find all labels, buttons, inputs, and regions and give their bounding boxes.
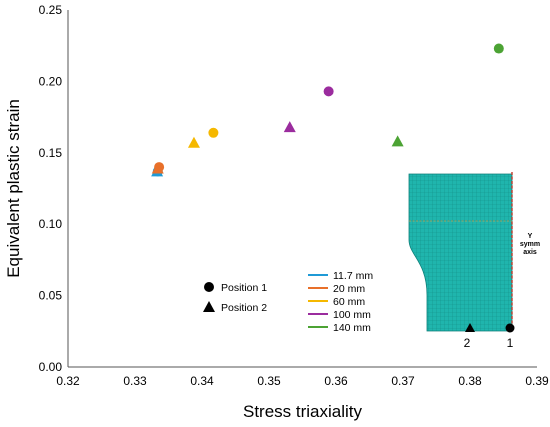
y-tick-label: 0.05 (39, 289, 63, 303)
point-position2-100-mm (283, 121, 296, 133)
x-tick-label: 0.35 (257, 374, 281, 388)
y-tick-label: 0.00 (39, 360, 63, 374)
position-2-label: 2 (464, 336, 471, 350)
point-position1-60-mm (208, 127, 219, 138)
legend-marker-label: Position 1 (221, 282, 267, 294)
x-tick-label: 0.37 (391, 374, 415, 388)
x-tick-label: 0.36 (324, 374, 348, 388)
y-axis-title: Equivalent plastic strain (4, 99, 23, 278)
legend-triangle-marker (203, 301, 215, 312)
x-tick-label: 0.34 (190, 374, 214, 388)
point-position2-60-mm (187, 136, 200, 148)
legend-series-label: 11.7 mm (333, 270, 373, 282)
y-tick-label: 0.10 (39, 217, 63, 231)
x-tick-label: 0.33 (123, 374, 147, 388)
plot-axes (67, 10, 537, 368)
x-tick-label: 0.39 (525, 374, 549, 388)
y-tick-label: 0.20 (39, 74, 63, 88)
legend-marker-label: Position 2 (221, 302, 267, 314)
specimen-mesh-inset: Y symm axis 2 1 (408, 172, 540, 350)
y-tick-label: 0.15 (39, 146, 63, 160)
symmetry-axis-label-2: symm (520, 241, 540, 248)
x-tick-label: 0.32 (56, 374, 80, 388)
point-position1-140-mm (493, 43, 504, 54)
legend-series-label: 140 mm (333, 322, 371, 334)
legend-series-label: 20 mm (333, 283, 365, 295)
position-2-marker (465, 323, 475, 332)
legend-circle-marker (204, 282, 214, 292)
x-tick-label: 0.38 (458, 374, 482, 388)
y-tick-label: 0.25 (39, 3, 63, 17)
position-1-label: 1 (507, 336, 514, 350)
x-axis-title: Stress triaxiality (243, 402, 363, 421)
legend-series-label: 60 mm (333, 296, 365, 308)
legend-series-label: 100 mm (333, 309, 371, 321)
symmetry-axis-label-1: Y (528, 233, 533, 240)
data-points (151, 43, 504, 177)
point-position1-20-mm (154, 162, 165, 173)
symmetry-axis-label-3: axis (523, 249, 537, 256)
marker-legend: Position 1 Position 2 (203, 282, 267, 314)
point-position2-140-mm (391, 135, 404, 147)
position-1-marker (505, 323, 515, 333)
point-position1-100-mm (323, 86, 334, 97)
specimen-mesh (408, 173, 513, 332)
tick-labels: 0.32 0.33 0.34 0.35 0.36 0.37 0.38 0.39 0.00 0.05… (39, 3, 549, 388)
